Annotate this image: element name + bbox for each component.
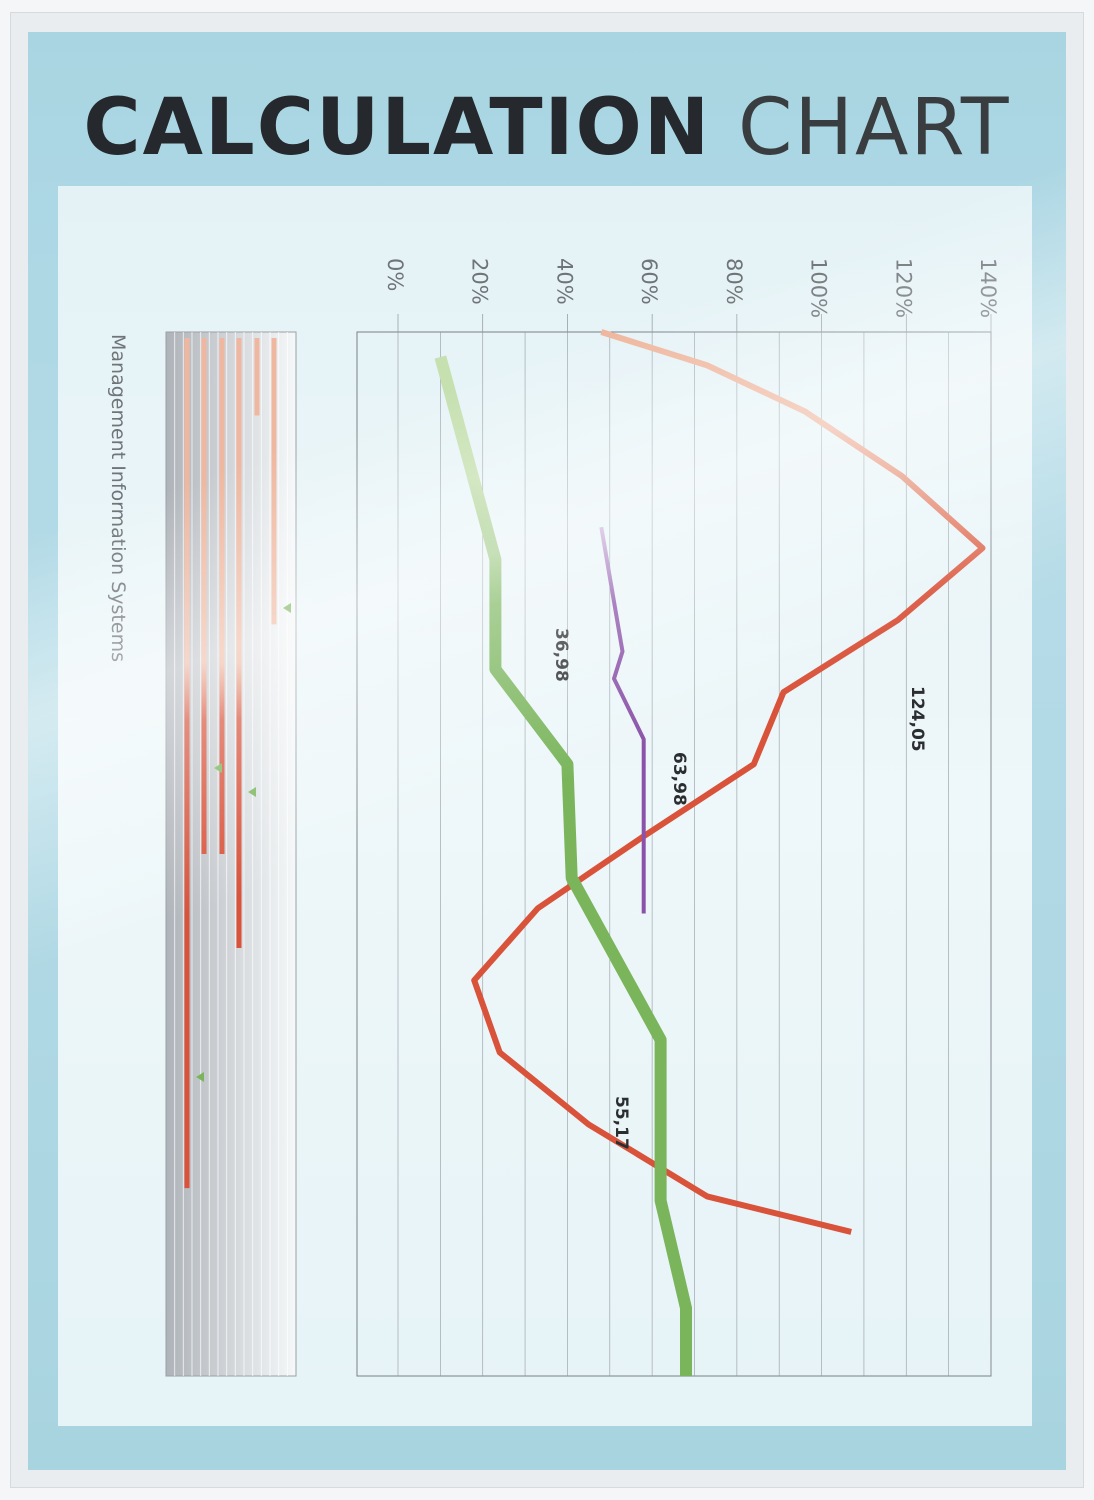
series-line-red <box>471 329 986 1235</box>
tick-label: 120% <box>891 258 915 318</box>
subtitle: Management Information Systems <box>107 334 129 662</box>
series-line-green <box>434 355 692 1376</box>
data-label: 55,17 <box>611 1096 631 1150</box>
title-light: CHART <box>737 83 1011 173</box>
tick-label: 0% <box>383 258 407 291</box>
tick-label: 80% <box>722 258 746 305</box>
marker-triangle <box>214 763 222 773</box>
tick-label: 100% <box>807 258 831 318</box>
data-label: 36,98 <box>551 628 571 682</box>
data-label: 124,05 <box>907 686 927 752</box>
marker-triangle <box>196 1072 204 1082</box>
title-bold: CALCULATION <box>83 83 712 173</box>
marker-triangle <box>248 787 256 797</box>
tick-label: 40% <box>552 258 576 305</box>
marker-triangle <box>283 603 291 613</box>
series-line-purple <box>599 526 646 914</box>
data-label: 63,98 <box>669 752 689 806</box>
plot-area <box>356 331 992 1377</box>
page-title: CALCULATION CHART <box>28 78 1066 178</box>
tick-label: 140% <box>976 258 1000 318</box>
tick-label: 20% <box>468 258 492 305</box>
tick-label: 60% <box>637 258 661 305</box>
